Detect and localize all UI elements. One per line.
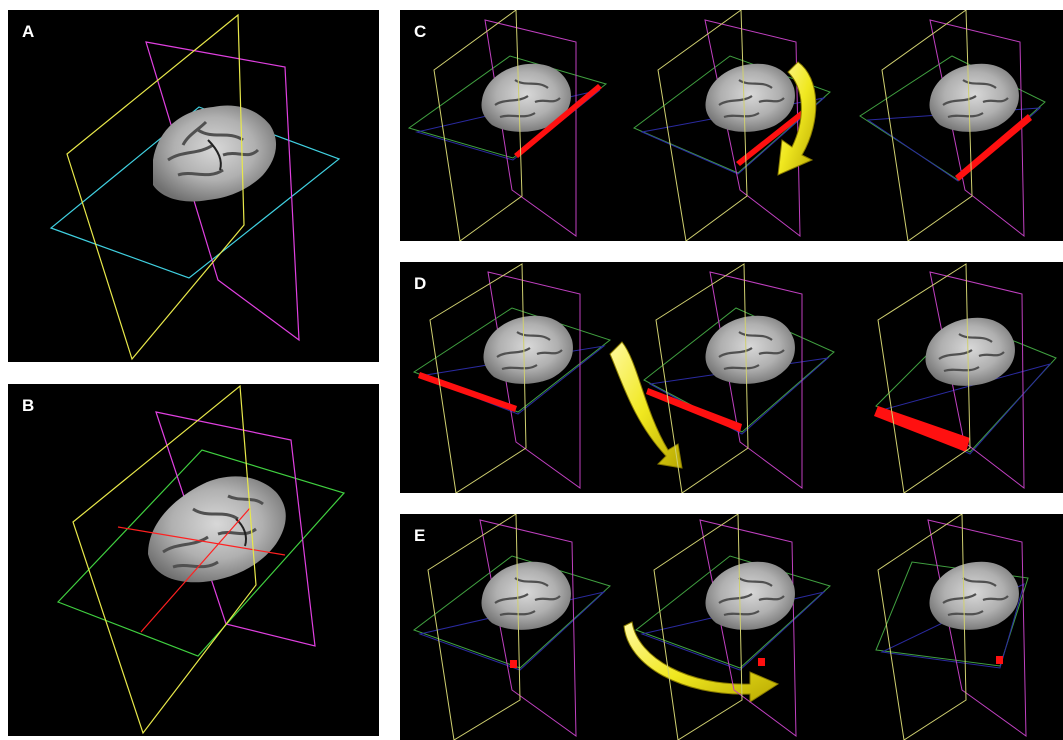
coronal-plane <box>709 271 803 489</box>
brain-slice-icon <box>929 63 1019 132</box>
view-2 <box>634 514 831 740</box>
indicator-bar <box>996 656 1003 664</box>
view-3 <box>875 514 1029 740</box>
panel-label-c: C <box>414 22 427 41</box>
panel-d: D <box>400 262 1063 493</box>
panel-label-b: B <box>22 396 35 415</box>
panel-c-diagram <box>407 10 1046 241</box>
brain-slice-icon <box>705 315 795 384</box>
sagittal-plane <box>877 263 971 493</box>
coronal-plane <box>929 271 1025 490</box>
brain-slice-icon <box>153 105 277 202</box>
curved-arrow-icon <box>609 341 683 469</box>
panel-c: C <box>400 10 1063 241</box>
sagittal-plane <box>72 384 257 735</box>
panel-b-diagram <box>56 384 346 735</box>
indicator-bar <box>874 406 970 452</box>
view-1 <box>412 514 611 740</box>
panel-a: A <box>8 10 379 362</box>
brain-slice-icon <box>148 476 286 583</box>
panel-label-e: E <box>414 526 426 545</box>
indicator-bar <box>510 660 517 668</box>
view-2 <box>633 10 831 241</box>
sagittal-plane <box>427 514 521 740</box>
indicator-bar <box>758 658 765 666</box>
axial-plane <box>49 106 341 279</box>
brain-slice-icon <box>705 561 795 630</box>
sagittal-plane <box>877 514 967 740</box>
indicator-bar <box>736 102 816 166</box>
panel-e-diagram <box>412 514 1029 740</box>
view-1 <box>412 263 612 493</box>
panel-e: E <box>400 514 1063 740</box>
brain-slice-icon <box>481 561 571 630</box>
axial-plane <box>634 555 831 669</box>
coronal-plane <box>699 519 797 738</box>
sagittal-plane <box>66 13 245 361</box>
panel-label-a: A <box>22 22 35 41</box>
coronal-plane <box>704 19 801 238</box>
view-3 <box>859 10 1046 241</box>
view-2 <box>643 263 835 493</box>
brain-slice-icon <box>481 63 571 132</box>
axial-plane <box>407 55 608 159</box>
coronal-plane <box>487 271 581 489</box>
sagittal-plane <box>657 10 748 241</box>
sagittal-plane <box>653 514 743 740</box>
panel-a-diagram <box>49 13 341 361</box>
brain-slice-icon <box>483 315 573 384</box>
axial-plane <box>56 449 346 657</box>
sagittal-plane <box>655 263 749 493</box>
coronal-plane <box>929 19 1025 238</box>
curved-arrow-icon <box>777 61 817 176</box>
indicator-bar <box>955 114 1032 181</box>
view-1 <box>407 10 608 241</box>
axial-plane <box>412 555 611 669</box>
sagittal-plane <box>429 263 527 493</box>
sagittal-plane <box>433 10 523 241</box>
panel-d-diagram <box>412 263 1057 493</box>
axial-plane <box>633 55 831 174</box>
brain-slice-icon <box>705 63 795 132</box>
sagittal-plane <box>881 10 973 241</box>
axis-line <box>140 507 251 633</box>
panel-b: B <box>8 384 379 736</box>
axis-line <box>117 526 286 556</box>
brain-slice-icon <box>929 561 1019 630</box>
view-3 <box>874 263 1057 493</box>
indicator-bar <box>514 84 602 158</box>
indicator-bar <box>646 388 742 432</box>
coronal-plane <box>927 519 1027 737</box>
coronal-plane <box>479 519 577 737</box>
brain-slice-icon <box>925 317 1015 386</box>
axial-plane <box>875 561 1029 667</box>
panel-label-d: D <box>414 274 427 293</box>
indicator-bar <box>418 372 517 412</box>
coronal-plane <box>484 19 577 237</box>
